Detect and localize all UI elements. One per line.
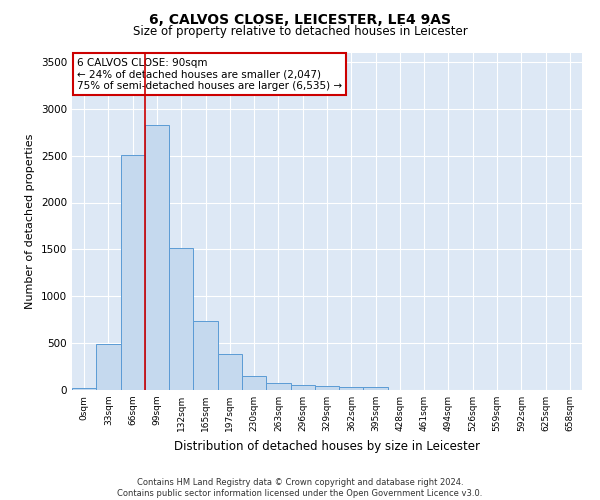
Bar xyxy=(339,387,364,390)
Bar xyxy=(364,387,388,390)
Bar xyxy=(169,248,193,390)
X-axis label: Distribution of detached houses by size in Leicester: Distribution of detached houses by size … xyxy=(174,440,480,452)
Bar xyxy=(193,320,218,390)
Bar xyxy=(96,344,121,390)
Text: 6 CALVOS CLOSE: 90sqm
← 24% of detached houses are smaller (2,047)
75% of semi-d: 6 CALVOS CLOSE: 90sqm ← 24% of detached … xyxy=(77,58,342,91)
Bar xyxy=(290,385,315,390)
Bar xyxy=(218,354,242,390)
Bar xyxy=(266,383,290,390)
Text: Contains HM Land Registry data © Crown copyright and database right 2024.
Contai: Contains HM Land Registry data © Crown c… xyxy=(118,478,482,498)
Bar xyxy=(121,154,145,390)
Text: 6, CALVOS CLOSE, LEICESTER, LE4 9AS: 6, CALVOS CLOSE, LEICESTER, LE4 9AS xyxy=(149,12,451,26)
Text: Size of property relative to detached houses in Leicester: Size of property relative to detached ho… xyxy=(133,25,467,38)
Y-axis label: Number of detached properties: Number of detached properties xyxy=(25,134,35,309)
Bar xyxy=(242,376,266,390)
Bar xyxy=(145,124,169,390)
Bar xyxy=(315,386,339,390)
Bar xyxy=(72,388,96,390)
